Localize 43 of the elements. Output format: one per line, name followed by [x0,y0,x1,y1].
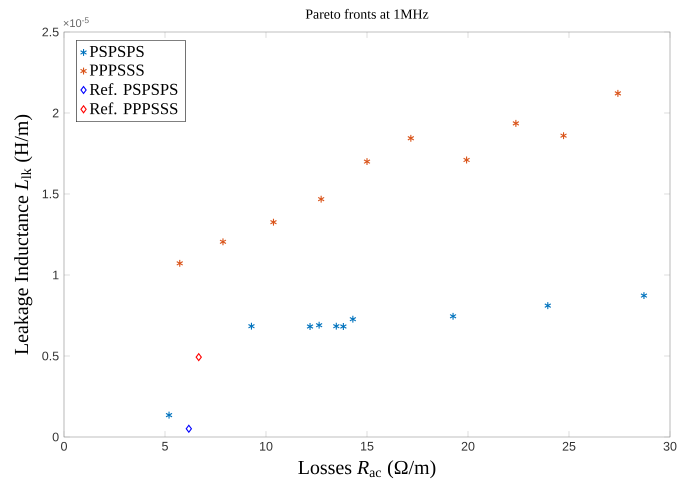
y-tick-label: 2 [52,108,58,118]
legend-label: Ref. PSPSPS [90,83,178,96]
point [363,158,371,166]
point [332,322,340,330]
point [318,195,325,204]
legend-label: PPPSSS [90,64,144,76]
point [544,302,552,310]
point [248,322,256,330]
point [165,411,173,420]
legend-label: Ref. PPPSSS [90,102,178,114]
point [560,132,568,140]
point [219,238,227,246]
point [614,89,622,98]
point [512,119,520,128]
y-tick-label: 0.5 [42,352,59,360]
point [316,321,323,330]
x-tick-label: 10 [260,442,272,451]
y-tick-label: 2.5 [42,28,59,36]
point [306,322,314,331]
point [176,259,184,268]
y-tick-label: 1.5 [42,190,59,198]
x-tick-label: 20 [462,442,474,451]
x-tick-label: 30 [664,442,676,451]
y-tick-label: 0 [52,432,59,442]
x-tick-label: 15 [361,442,374,451]
point [349,315,356,324]
x-tick-label: 0 [61,442,67,451]
y-tick-label: 1 [53,270,58,280]
x-tick-label: 5 [162,442,168,451]
point [407,134,414,142]
point [463,156,470,164]
point [340,322,347,331]
point [640,292,648,300]
text: ×10$^{-5}$ [64,17,89,28]
point [270,218,278,226]
legend-label: PSPSPS [90,46,144,58]
x-axis-title: Losses R$_{ac}$ (Ω/m) [298,460,436,478]
point [196,353,202,362]
point [186,424,192,433]
y-axis-title: Leakage Inductance L$_{lk}$ (H/m) [14,114,32,354]
point [450,312,457,320]
x-tick-label: 25 [562,442,576,451]
chart-title: Pareto fronts at 1MHz [306,8,428,19]
